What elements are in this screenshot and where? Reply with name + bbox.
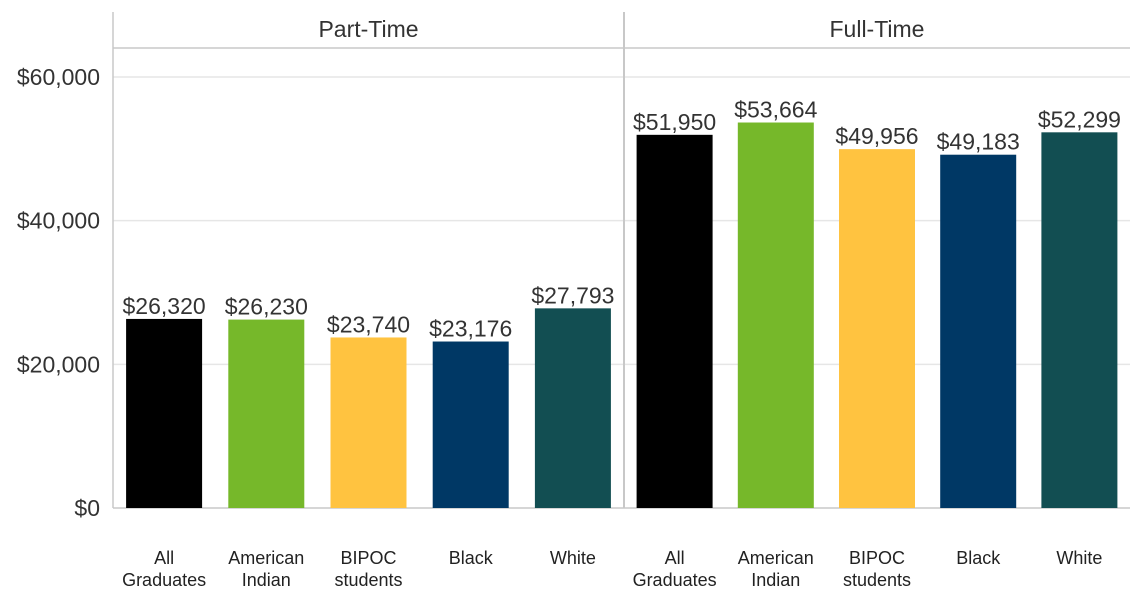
value-label-0-1: $26,230 (225, 294, 308, 320)
panel-title-full-time: Full-Time (830, 16, 925, 42)
panel-title-part-time: Part-Time (318, 16, 418, 42)
bar-1-1 (737, 122, 814, 508)
value-label-1-1: $53,664 (734, 97, 817, 123)
category-label-1-2: BIPOC students (843, 548, 911, 590)
value-label-0-4: $27,793 (531, 282, 614, 308)
category-label-1-0: All Graduates (633, 548, 717, 590)
bar-0-4 (534, 308, 611, 508)
category-label-1-3: Black (956, 548, 1001, 568)
bar-0-1 (228, 319, 305, 508)
value-label-0-2: $23,740 (327, 311, 410, 337)
value-label-1-4: $52,299 (1038, 106, 1121, 132)
category-label-0-1: American Indian (228, 548, 304, 590)
y-tick-label-1: $20,000 (17, 351, 100, 377)
value-label-1-3: $49,183 (937, 129, 1020, 155)
category-label-1-4: White (1056, 548, 1102, 568)
bar-1-4 (1041, 132, 1118, 508)
value-label-0-0: $26,320 (123, 293, 206, 319)
value-label-0-3: $23,176 (429, 316, 512, 342)
value-label-1-0: $51,950 (633, 109, 716, 135)
category-label-1-1: American Indian (738, 548, 814, 590)
category-label-0-3: Black (449, 548, 494, 568)
bar-1-2 (839, 149, 915, 508)
bar-1-3 (940, 154, 1017, 508)
bar-0-2 (330, 337, 407, 508)
category-label-0-2: BIPOC students (334, 548, 402, 590)
y-tick-label-0: $0 (74, 495, 100, 521)
y-tick-label-2: $40,000 (17, 208, 100, 234)
bar-1-0 (636, 134, 713, 508)
y-tick-label-3: $60,000 (17, 64, 100, 90)
value-label-1-2: $49,956 (835, 123, 918, 149)
category-label-0-0: All Graduates (122, 548, 206, 590)
bar-0-3 (432, 341, 509, 508)
category-label-0-4: White (550, 548, 596, 568)
bar-0-0 (126, 318, 203, 508)
